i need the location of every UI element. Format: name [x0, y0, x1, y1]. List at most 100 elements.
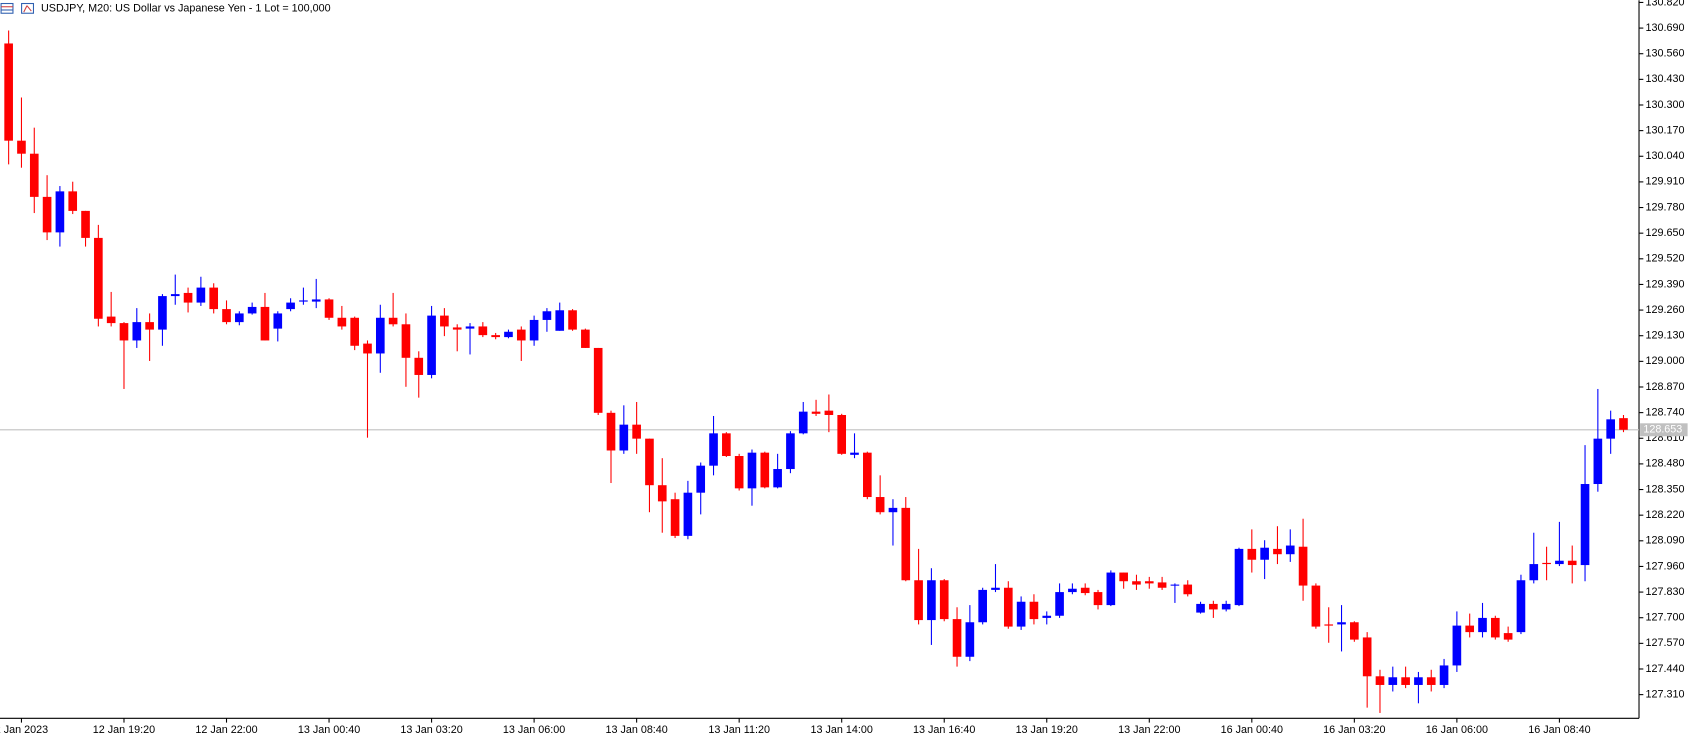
candle-body [939, 580, 949, 620]
y-tick-label: 129.260 [1645, 304, 1684, 316]
candle-body [863, 452, 872, 498]
candle-body [1606, 419, 1615, 439]
candle-body [337, 317, 347, 327]
x-tick-label: 12 Jan 19:20 [93, 724, 155, 736]
candle-body [722, 433, 731, 457]
candle-body [1439, 665, 1449, 685]
x-tick-label: 12 Jan 22:00 [195, 724, 257, 736]
y-tick-label: 128.350 [1645, 483, 1684, 495]
candle-body [401, 324, 411, 358]
y-tick-label: 128.870 [1645, 381, 1684, 393]
candle-body [773, 469, 782, 488]
candle-body [1029, 601, 1039, 620]
candle-body [1350, 622, 1359, 640]
candle-body [414, 357, 424, 375]
candle-body [568, 310, 577, 330]
candle-body [1516, 580, 1526, 633]
candle-body [170, 294, 180, 297]
candle-body [1619, 418, 1628, 430]
candle-body [465, 326, 475, 329]
x-tick-label: 16 Jan 06:00 [1426, 724, 1488, 736]
candle-body [311, 299, 321, 302]
candle-body [786, 433, 795, 470]
candle-body [670, 499, 680, 536]
y-tick-label: 129.780 [1645, 201, 1684, 213]
candle-body [1375, 676, 1385, 685]
icon-line [26, 5, 32, 12]
candle-body [440, 315, 449, 327]
candle-body [529, 319, 539, 341]
candle-body [1414, 677, 1423, 685]
y-tick-label: 129.910 [1645, 176, 1684, 188]
candle-body [1324, 624, 1334, 626]
candle-body [68, 191, 78, 211]
candle-body [299, 300, 308, 302]
x-tick-label: 13 Jan 11:20 [708, 724, 770, 736]
candle-body [619, 424, 629, 451]
x-tick-label: 16 Jan 00:40 [1221, 724, 1283, 736]
x-tick-label: 13 Jan 22:00 [1118, 724, 1180, 736]
candle-body [606, 412, 616, 451]
y-tick-label: 127.700 [1645, 612, 1684, 624]
candle-body [375, 317, 385, 354]
candle-body [17, 140, 26, 154]
candle-body [222, 309, 231, 323]
candle-body [1567, 560, 1577, 566]
candle-body [555, 310, 565, 331]
candle-body [1362, 637, 1372, 677]
candle-body [965, 622, 975, 657]
candle-body [1401, 677, 1410, 685]
candle-body [1106, 572, 1116, 606]
candle-body [850, 452, 859, 455]
candle-body [1593, 438, 1603, 485]
candle-body [209, 287, 219, 310]
x-tick-label: 13 Jan 08:40 [605, 724, 667, 736]
x-tick-label: 13 Jan 14:00 [811, 724, 873, 736]
candle-body [286, 302, 295, 310]
y-tick-label: 129.130 [1645, 330, 1684, 342]
candle-body [55, 191, 65, 233]
candle-body [1144, 581, 1154, 584]
candle-body [1311, 585, 1321, 627]
candle-body [593, 347, 603, 413]
candle-body [1273, 548, 1282, 555]
icon-table [0, 2, 14, 14]
candle-body [991, 587, 1000, 590]
candle-body [811, 411, 821, 414]
candle-body [709, 433, 718, 466]
y-tick-label: 130.690 [1645, 22, 1684, 34]
candle-body [1132, 581, 1141, 585]
candle-body [1170, 584, 1180, 586]
candle-body [632, 424, 641, 439]
y-tick-label: 128.480 [1645, 458, 1684, 470]
candle-body [363, 343, 372, 354]
candle-body [247, 306, 257, 314]
x-tick-label: 13 Jan 16:40 [913, 724, 975, 736]
candle-body [29, 153, 39, 197]
candle-body [837, 414, 847, 454]
chart-title: USDJPY, M20: US Dollar vs Japanese Yen -… [41, 3, 331, 15]
candle-body [952, 619, 962, 657]
candle-body [1491, 617, 1500, 638]
candle-body [914, 580, 923, 621]
candle-body [581, 329, 590, 348]
icon-line [23, 5, 28, 13]
candle-body [1221, 603, 1231, 610]
y-tick-label: 130.170 [1645, 124, 1684, 136]
price-line-label-box [1640, 423, 1688, 437]
candle-body [145, 322, 154, 330]
candle-body [478, 326, 488, 336]
candles [4, 30, 1628, 713]
candle-body [901, 507, 911, 581]
x-tick-label: 16 Jan 03:20 [1323, 724, 1385, 736]
candle-body [324, 299, 334, 318]
candle-body [683, 492, 693, 536]
y-tick-label: 130.430 [1645, 73, 1684, 85]
candle-body [1478, 617, 1487, 633]
candle-body [888, 507, 898, 513]
candle-body [1003, 587, 1013, 627]
candle-body [273, 313, 283, 329]
x-tick-label: 13 Jan 00:40 [298, 724, 360, 736]
